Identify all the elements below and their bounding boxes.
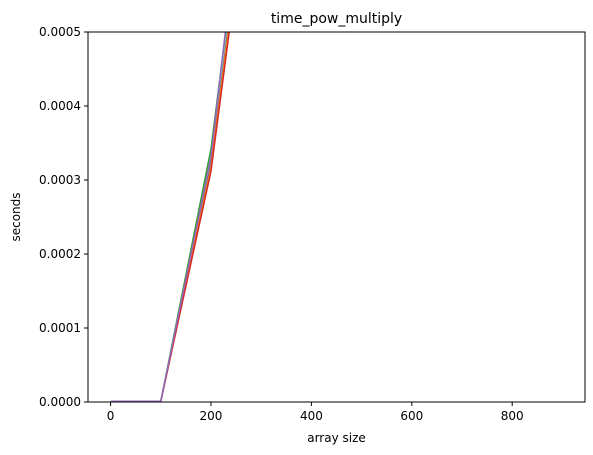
series-line-3 bbox=[110, 32, 227, 402]
x-tick-label: 400 bbox=[300, 409, 323, 423]
series-line-1 bbox=[110, 32, 229, 402]
y-tick-label: 0.0002 bbox=[39, 247, 81, 261]
series-line-5 bbox=[110, 32, 227, 402]
x-tick-label: 0 bbox=[107, 409, 115, 423]
plot-frame bbox=[87, 31, 586, 403]
x-tick-label: 200 bbox=[200, 409, 223, 423]
x-tick-label: 800 bbox=[501, 409, 524, 423]
y-tick-label: 0.0000 bbox=[39, 395, 81, 409]
x-axis: 0 200 400 600 800 bbox=[107, 402, 524, 423]
y-tick-label: 0.0004 bbox=[39, 99, 81, 113]
plot-area bbox=[110, 32, 230, 402]
chart-title: time_pow_multiply bbox=[271, 11, 402, 27]
y-axis-label: seconds bbox=[9, 192, 23, 241]
x-axis-label: array size bbox=[307, 431, 366, 445]
series-line-2 bbox=[110, 32, 229, 402]
y-tick-label: 0.0005 bbox=[39, 25, 81, 39]
series-line-4 bbox=[110, 32, 230, 402]
y-tick-label: 0.0003 bbox=[39, 173, 81, 187]
x-tick-label: 600 bbox=[400, 409, 423, 423]
y-tick-label: 0.0001 bbox=[39, 321, 81, 335]
y-axis: 0.0000 0.0001 0.0002 0.0003 0.0004 0.0005 bbox=[39, 25, 88, 409]
